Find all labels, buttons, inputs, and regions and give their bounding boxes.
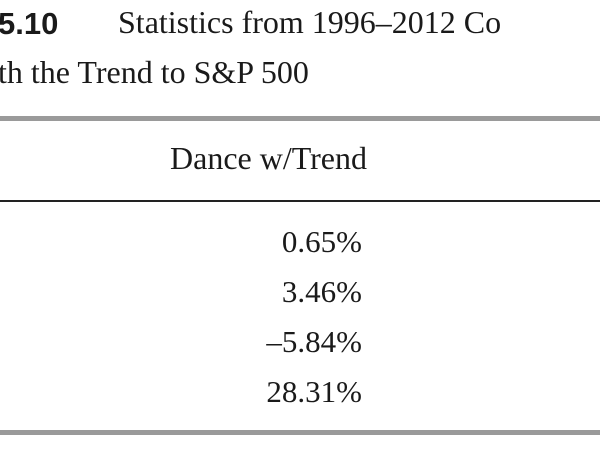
column-header: Dance w/Trend [170, 140, 367, 176]
table-title: th the Trend to S&P 500 [0, 54, 309, 90]
table-title: Statistics from 1996–2012 Co [118, 4, 502, 40]
bottom-rule [0, 430, 600, 435]
cell: 3.46% [281, 274, 362, 309]
cell: 28.31% [266, 374, 362, 409]
header-rule [0, 200, 600, 202]
table-number: 5.10 [0, 6, 59, 41]
cell: 0.65% [281, 224, 362, 259]
top-rule [0, 116, 600, 121]
cell: –5.84% [266, 324, 362, 359]
